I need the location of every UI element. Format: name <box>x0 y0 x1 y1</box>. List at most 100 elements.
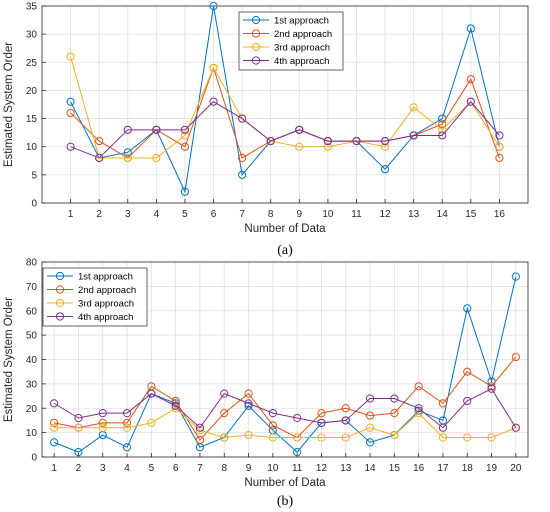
chart-a-series-2-point <box>66 108 75 118</box>
chart-b-series-4-point <box>195 423 205 432</box>
chart-b-legend-label-1: 1st approach <box>78 272 133 283</box>
chart-a-series-4-point <box>266 136 275 146</box>
chart-a-series-4-point <box>295 125 304 134</box>
chart-b-y-tick-label: 80 <box>26 258 38 269</box>
chart-a-y-axis-label: Estimated System Order <box>3 42 15 167</box>
chart-b-y-tick-label: 60 <box>26 306 38 317</box>
chart-b-series-1-point <box>244 401 253 410</box>
chart-b-series-1-point <box>171 399 180 408</box>
chart-a-legend-label-2: 2nd approach <box>274 29 332 40</box>
chart-b-series-line-1 <box>53 276 517 453</box>
chart-b-series-2-point <box>365 411 375 420</box>
chart-b-y-tick-label: 20 <box>26 404 38 415</box>
chart-b-y-tick-label: 50 <box>26 331 38 342</box>
chart-b-series-2-point <box>390 409 399 418</box>
chart-a-x-tick-label: 6 <box>211 209 217 220</box>
chart-a-y-tick-label: 0 <box>31 199 37 210</box>
chart-b-x-tick-label: 12 <box>316 463 328 474</box>
chart-b-series-2-point <box>511 352 520 362</box>
chart-a-legend-label-1: 1st approach <box>274 16 329 27</box>
chart-a-series-3-point <box>123 153 132 163</box>
chart-b-series-4-point <box>365 394 375 403</box>
chart-b-series-2-point <box>463 367 472 376</box>
chart-b-series-3-point <box>147 418 156 427</box>
chart-a-x-tick-label: 1 <box>68 209 74 220</box>
chart-a-series-3-point <box>295 142 304 151</box>
chart-b-series-3-point <box>122 423 132 432</box>
chart-a-series-4-point <box>180 125 190 134</box>
chart-a-legend-label-3: 3rd approach <box>274 43 330 54</box>
chart-a-series-3-point <box>438 125 447 134</box>
chart-b-series-4-point <box>487 384 496 393</box>
chart-b-series-4-point <box>438 423 448 432</box>
chart-b-series-3-point <box>268 433 277 442</box>
chart-a-x-tick-label: 16 <box>494 209 506 220</box>
chart-b-series-1-point <box>50 438 59 447</box>
chart-b-series-3-point <box>438 433 448 442</box>
chart-a-x-tick-label: 2 <box>96 209 102 220</box>
chart-b-x-tick-label: 10 <box>267 463 279 474</box>
chart-b-x-tick-label: 15 <box>389 463 401 474</box>
chart-b-series-4-point <box>98 409 107 418</box>
chart-b-series-2-point <box>268 421 277 430</box>
chart-a-series-1-point <box>209 1 218 11</box>
chart-b-series-1-point <box>74 448 83 457</box>
chart-a-series-3-point <box>180 131 190 140</box>
chart-b-series-3-point <box>390 430 399 440</box>
chart-a-legend-marker-1 <box>251 15 261 25</box>
chart-b-series-4-point <box>122 409 132 418</box>
chart-b-series-4-point <box>268 409 277 418</box>
chart-a-x-tick-label: 10 <box>322 209 334 220</box>
chart-a-series-2-point <box>95 136 104 146</box>
chart-b-series-line-4 <box>53 388 517 429</box>
chart-a-series-4-point <box>466 97 475 106</box>
chart-b-series-2-point <box>438 399 448 408</box>
chart-b-x-tick-label: 3 <box>100 463 106 474</box>
chart-b-series-1-point <box>365 438 375 447</box>
chart-a-x-tick-label: 5 <box>182 209 188 220</box>
chart-b-series-1-point <box>122 443 132 452</box>
chart-a-y-tick-label: 20 <box>26 86 38 97</box>
chart-a-series-3-point <box>409 103 418 112</box>
chart-a-series-1-point <box>180 187 190 196</box>
chart-b-series-3-point <box>50 423 59 432</box>
chart-b-y-tick-label: 30 <box>26 379 38 390</box>
chart-a-series-1-point <box>238 170 247 179</box>
chart-b-y-tick-label: 0 <box>31 453 37 464</box>
chart-b-x-tick-label: 8 <box>221 463 227 474</box>
chart-a-series-2-point <box>180 142 190 151</box>
chart-b-series-4-point <box>50 399 59 408</box>
chart-a-series-1-point <box>466 24 475 33</box>
chart-a-series-3-point <box>495 142 504 151</box>
chart-a-series-4-point <box>123 125 132 134</box>
chart-a-x-axis-label: Number of Data <box>244 223 326 235</box>
chart-b-series-3-point <box>293 433 302 442</box>
chart-b-legend-label-2: 2nd approach <box>78 285 136 296</box>
chart-b-legend-marker-1 <box>55 271 65 281</box>
chart-b-series-4-point <box>390 394 399 403</box>
chart-b-x-tick-label: 5 <box>149 463 155 474</box>
chart-b-y-tick-label: 40 <box>26 355 38 366</box>
chart-a-x-tick-label: 8 <box>268 209 274 220</box>
chart-b-x-tick-label: 18 <box>462 463 474 474</box>
chart-b-caption: (b) <box>277 494 294 509</box>
chart-b-series-2-point <box>50 418 59 427</box>
chart-b-series-3-point <box>341 433 350 442</box>
chart-b-series-2-point <box>341 404 350 413</box>
chart-b-series-2-point <box>122 418 132 427</box>
chart-a-legend-marker-4 <box>251 56 261 65</box>
chart-b-y-tick-label: 10 <box>26 428 38 439</box>
chart-a-y-tick-label: 35 <box>26 2 38 13</box>
chart-b-series-line-2 <box>54 356 517 441</box>
chart-b-series-4-point <box>220 389 229 398</box>
chart-b-series-3-point <box>487 433 496 442</box>
chart-a: 1 2 3 4 5 6 7 8 9 10 11 12 13 14 15 1605101520253035Num… <box>3 1 529 258</box>
chart-a-series-line-4 <box>70 100 500 159</box>
chart-b-series-4-point <box>171 401 180 410</box>
chart-a-x-tick-label: 3 <box>125 209 131 220</box>
chart-a-series-4-point <box>352 136 361 146</box>
chart-a-series-2-point <box>466 75 475 84</box>
chart-a-y-tick-label: 15 <box>26 114 38 125</box>
chart-b-series-4-point <box>511 423 520 432</box>
chart-a-series-4-point <box>66 142 75 151</box>
